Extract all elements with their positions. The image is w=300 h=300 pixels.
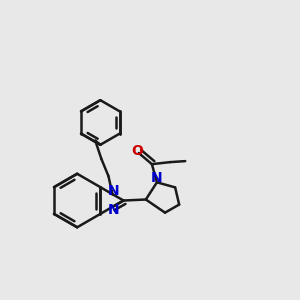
Text: O: O <box>132 144 143 158</box>
Text: N: N <box>151 172 163 185</box>
Text: N: N <box>108 203 120 217</box>
Text: N: N <box>108 184 120 198</box>
